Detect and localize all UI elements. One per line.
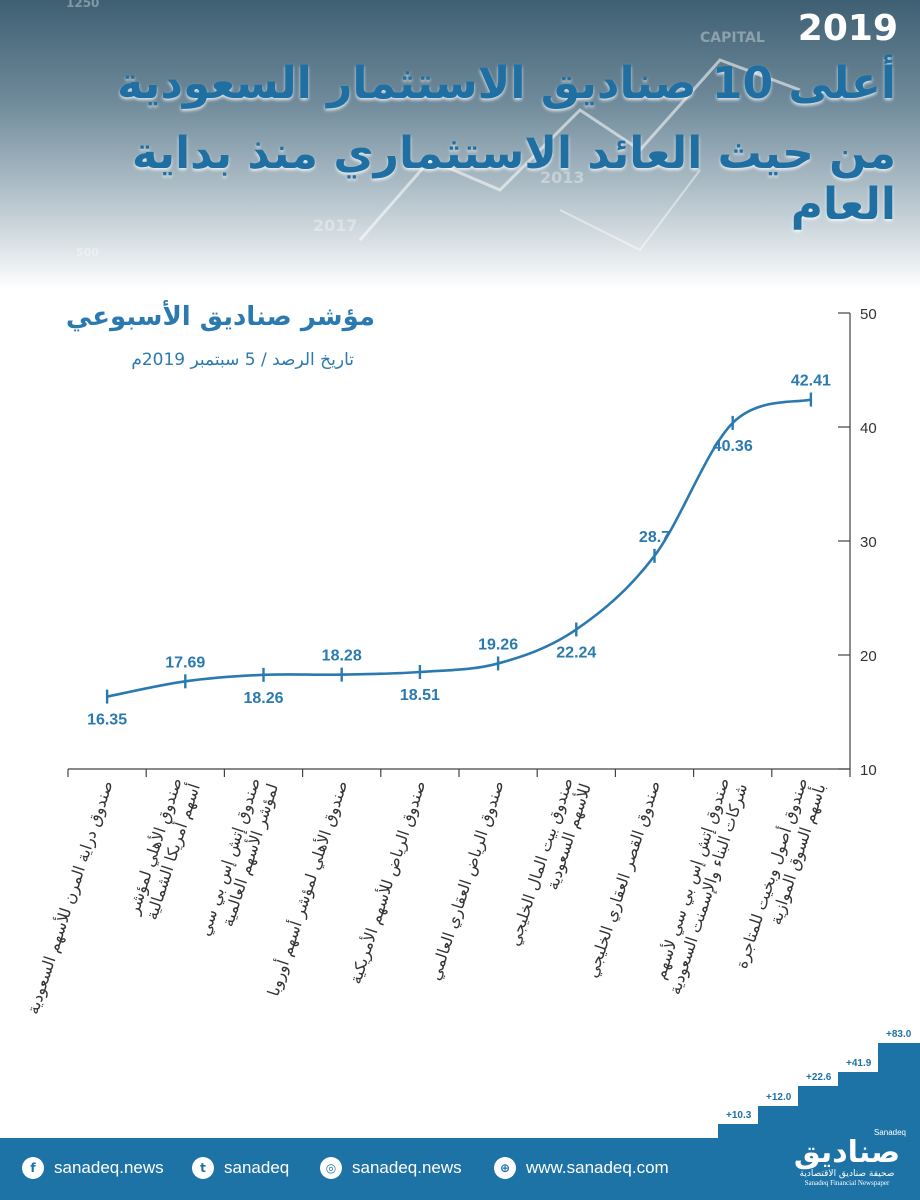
bg-text-2013: 2013 bbox=[540, 168, 585, 187]
bg-text-capital: CAPITAL bbox=[700, 30, 765, 46]
brand-logo: Sanadeq صناديق صحيفة صناديق الاقتصادية S… bbox=[788, 1128, 906, 1187]
footer-bar bbox=[0, 1138, 920, 1200]
instagram-icon: ◎ bbox=[320, 1157, 342, 1179]
growth-step-value: +22.6 bbox=[806, 1072, 832, 1083]
social-link-text: sanadeq.news bbox=[54, 1158, 164, 1177]
social-link-text: sanadeq.news bbox=[352, 1158, 462, 1177]
series-line bbox=[106, 398, 812, 698]
x-category-text: صندوق الأهلي لمؤشر أسهم أوروبا bbox=[263, 778, 353, 999]
year-label: 2019 bbox=[797, 8, 898, 49]
x-category-text: صندوق الرياض العقاري العالمي bbox=[425, 778, 509, 983]
growth-step-value: +83.0 bbox=[886, 1029, 912, 1040]
y-tick-label: 30 bbox=[860, 534, 877, 551]
page-title-line1: أعلى 10 صناديق الاستثمار السعودية bbox=[117, 58, 896, 109]
growth-step-block bbox=[838, 1072, 878, 1138]
page-title-line2: من حيث العائد الاستثماري منذ بداية العام bbox=[131, 128, 896, 230]
x-category-label: صندوق الرياض للأسهم الأمريكية bbox=[345, 778, 431, 987]
header-decoration bbox=[358, 58, 801, 252]
data-value-label: 16.35 bbox=[87, 712, 127, 729]
x-category-label: صندوق القصر العقاري الخليجي bbox=[582, 778, 665, 980]
data-value-label: 28.7 bbox=[639, 529, 670, 546]
x-category-text: صندوق الرياض للأسهم الأمريكية bbox=[345, 778, 431, 987]
line-chart: 10 20 30 40 50 صندوق دراية المرن للأسهم السعو… bbox=[22, 306, 877, 1017]
y-tick-label: 50 bbox=[860, 306, 877, 323]
x-category-label: صندوق الأهلي لمؤشر أسهم أوروبا bbox=[263, 778, 353, 999]
chart-title: مؤشر صناديق الأسبوعي bbox=[65, 302, 375, 332]
globe-icon: ⊕ bbox=[494, 1157, 516, 1179]
bg-text-1250: 1250 bbox=[66, 0, 100, 10]
facebook-icon: f bbox=[22, 1157, 44, 1179]
growth-step-value: +10.3 bbox=[726, 1110, 752, 1121]
social-link-text: sanadeq bbox=[224, 1158, 290, 1177]
brand-arabic: صناديق bbox=[793, 1135, 901, 1170]
social-link[interactable]: t sanadeq bbox=[192, 1153, 289, 1183]
y-tick-label: 10 bbox=[860, 762, 877, 779]
x-category-text: صندوق القصر العقاري الخليجي bbox=[582, 778, 665, 980]
brand-arabic-sub: صحيفة صناديق الاقتصادية bbox=[799, 1169, 895, 1179]
bg-text-500: 500 bbox=[76, 246, 99, 259]
growth-step-block bbox=[758, 1106, 798, 1138]
y-tick-label: 20 bbox=[860, 648, 877, 665]
header-banner: 1250 CAPITAL 2013 2017 500 2019 أعلى 10 … bbox=[0, 0, 920, 290]
social-link-text: www.sanadeq.com bbox=[526, 1158, 669, 1177]
growth-step-block bbox=[798, 1086, 838, 1138]
data-value-label: 40.36 bbox=[713, 438, 753, 455]
growth-step-value: +41.9 bbox=[846, 1058, 872, 1069]
data-value-label: 19.26 bbox=[478, 636, 518, 653]
data-value-label: 17.69 bbox=[165, 654, 205, 671]
data-value-label: 18.51 bbox=[400, 687, 440, 704]
social-link[interactable]: f sanadeq.news bbox=[22, 1153, 164, 1183]
social-link[interactable]: ⊕ www.sanadeq.com bbox=[494, 1153, 669, 1183]
x-category-label: صندوق الرياض العقاري العالمي bbox=[425, 778, 509, 983]
bg-text-2017: 2017 bbox=[313, 216, 358, 235]
y-tick-label: 40 bbox=[860, 420, 877, 437]
data-value-label: 42.41 bbox=[791, 373, 831, 390]
brand-latin-top: Sanadeq bbox=[873, 1128, 906, 1137]
growth-step-block bbox=[878, 1043, 920, 1138]
data-value-label: 18.26 bbox=[243, 690, 283, 707]
chart-subtitle: تاريخ الرصد / 5 سبتمبر 2019م bbox=[131, 350, 354, 370]
social-link[interactable]: ◎ sanadeq.news bbox=[320, 1153, 462, 1183]
x-category-text: صندوق دراية المرن للأسهم السعودية bbox=[22, 778, 117, 1017]
twitter-icon: t bbox=[192, 1157, 214, 1179]
data-value-label: 22.24 bbox=[556, 644, 596, 661]
growth-step-value: +12.0 bbox=[766, 1092, 792, 1103]
x-category-label: صندوق دراية المرن للأسهم السعودية bbox=[22, 778, 117, 1017]
growth-step-block bbox=[718, 1124, 758, 1138]
data-value-label: 18.28 bbox=[322, 648, 362, 665]
brand-latin-sub: Sanadeq Financial Newspaper bbox=[804, 1179, 890, 1187]
